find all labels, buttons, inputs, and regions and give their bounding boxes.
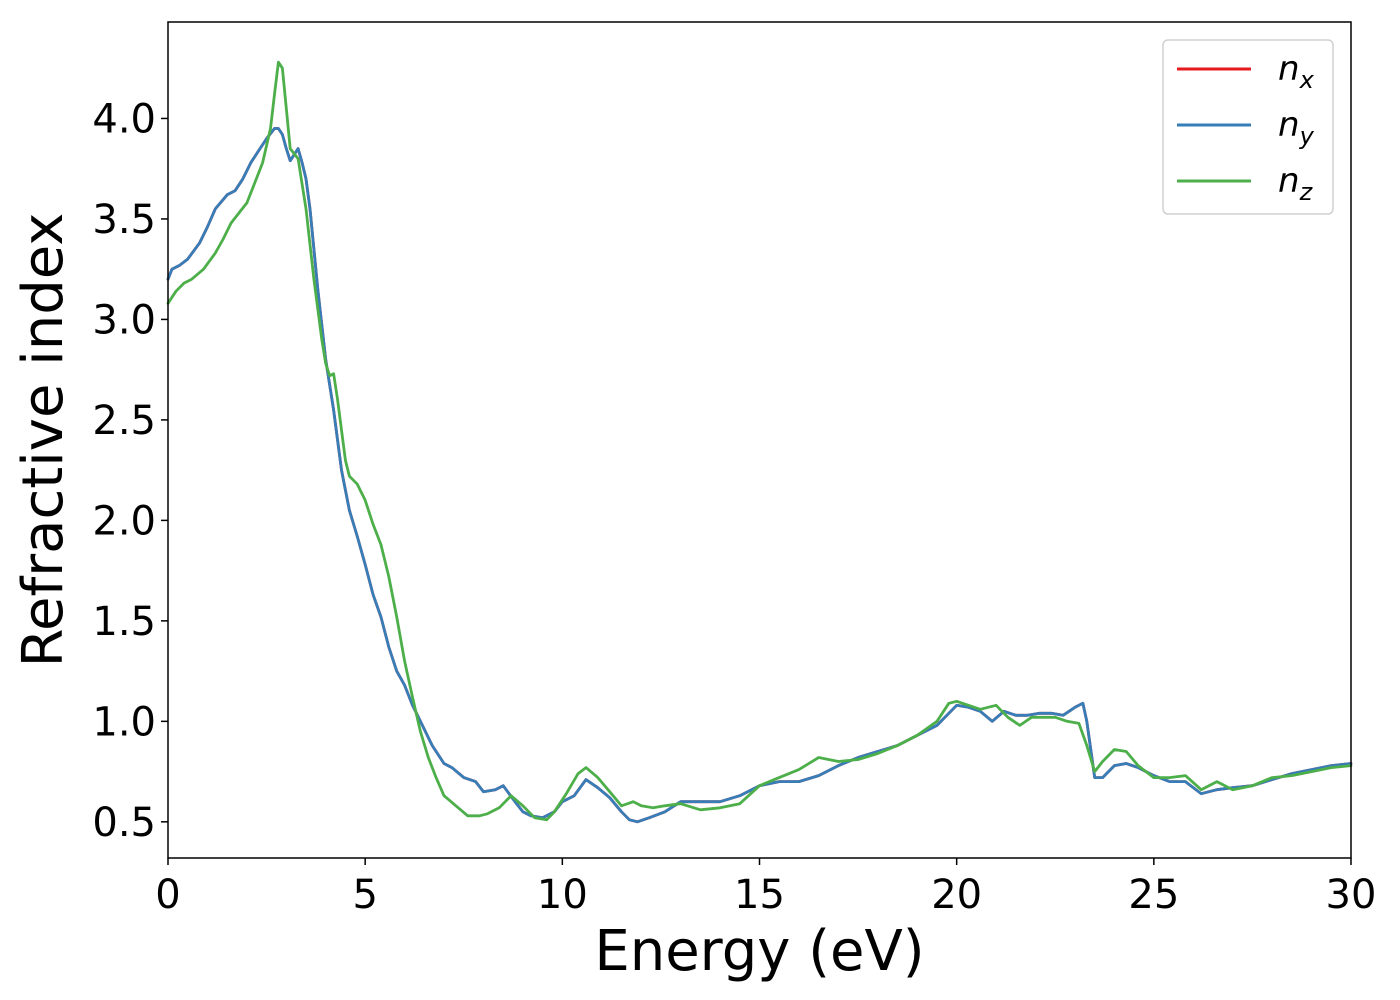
- x-tick-label: 20: [931, 872, 982, 918]
- legend-label-base: n: [1278, 49, 1300, 89]
- legend-label-base: n: [1278, 161, 1300, 201]
- y-axis-title: Refractive index: [11, 213, 76, 668]
- legend-label-subscript: y: [1299, 122, 1315, 150]
- series-line-z: [166, 60, 1353, 822]
- y-tick-label: 2.5: [92, 398, 156, 444]
- series-layer: [166, 60, 1353, 824]
- legend-label-base: n: [1278, 105, 1300, 145]
- x-tick-label: 5: [352, 872, 377, 918]
- y-tick-label: 2.0: [92, 498, 156, 544]
- legend-label-y: ny: [1278, 105, 1315, 150]
- y-tick-label: 4.0: [92, 96, 156, 142]
- y-tick-label: 3.5: [92, 197, 156, 243]
- x-tick-label: 15: [734, 872, 785, 918]
- x-tick-label: 10: [537, 872, 588, 918]
- x-tick-label: 30: [1326, 872, 1377, 918]
- y-axis: 0.5 1.0 1.5 2.0 2.5 3.0 3.5 4.0: [92, 96, 168, 846]
- legend-label-z: nz: [1278, 161, 1314, 206]
- y-tick-label: 0.5: [92, 800, 156, 846]
- x-tick-label: 25: [1128, 872, 1179, 918]
- x-axis: 0 5 10 15 20 25 30: [155, 858, 1376, 918]
- legend-label-x: nx: [1278, 49, 1315, 94]
- plot-area: [168, 22, 1351, 858]
- y-tick-label: 1.5: [92, 599, 156, 645]
- legend-label-subscript: z: [1299, 178, 1314, 206]
- x-axis-title: Energy (eV): [594, 919, 924, 984]
- y-tick-label: 1.0: [92, 699, 156, 745]
- legend-box: [1162, 39, 1334, 215]
- legend-label-subscript: x: [1299, 66, 1315, 94]
- series-line-y: [166, 127, 1353, 824]
- y-tick-label: 3.0: [92, 297, 156, 343]
- x-tick-label: 0: [155, 872, 180, 918]
